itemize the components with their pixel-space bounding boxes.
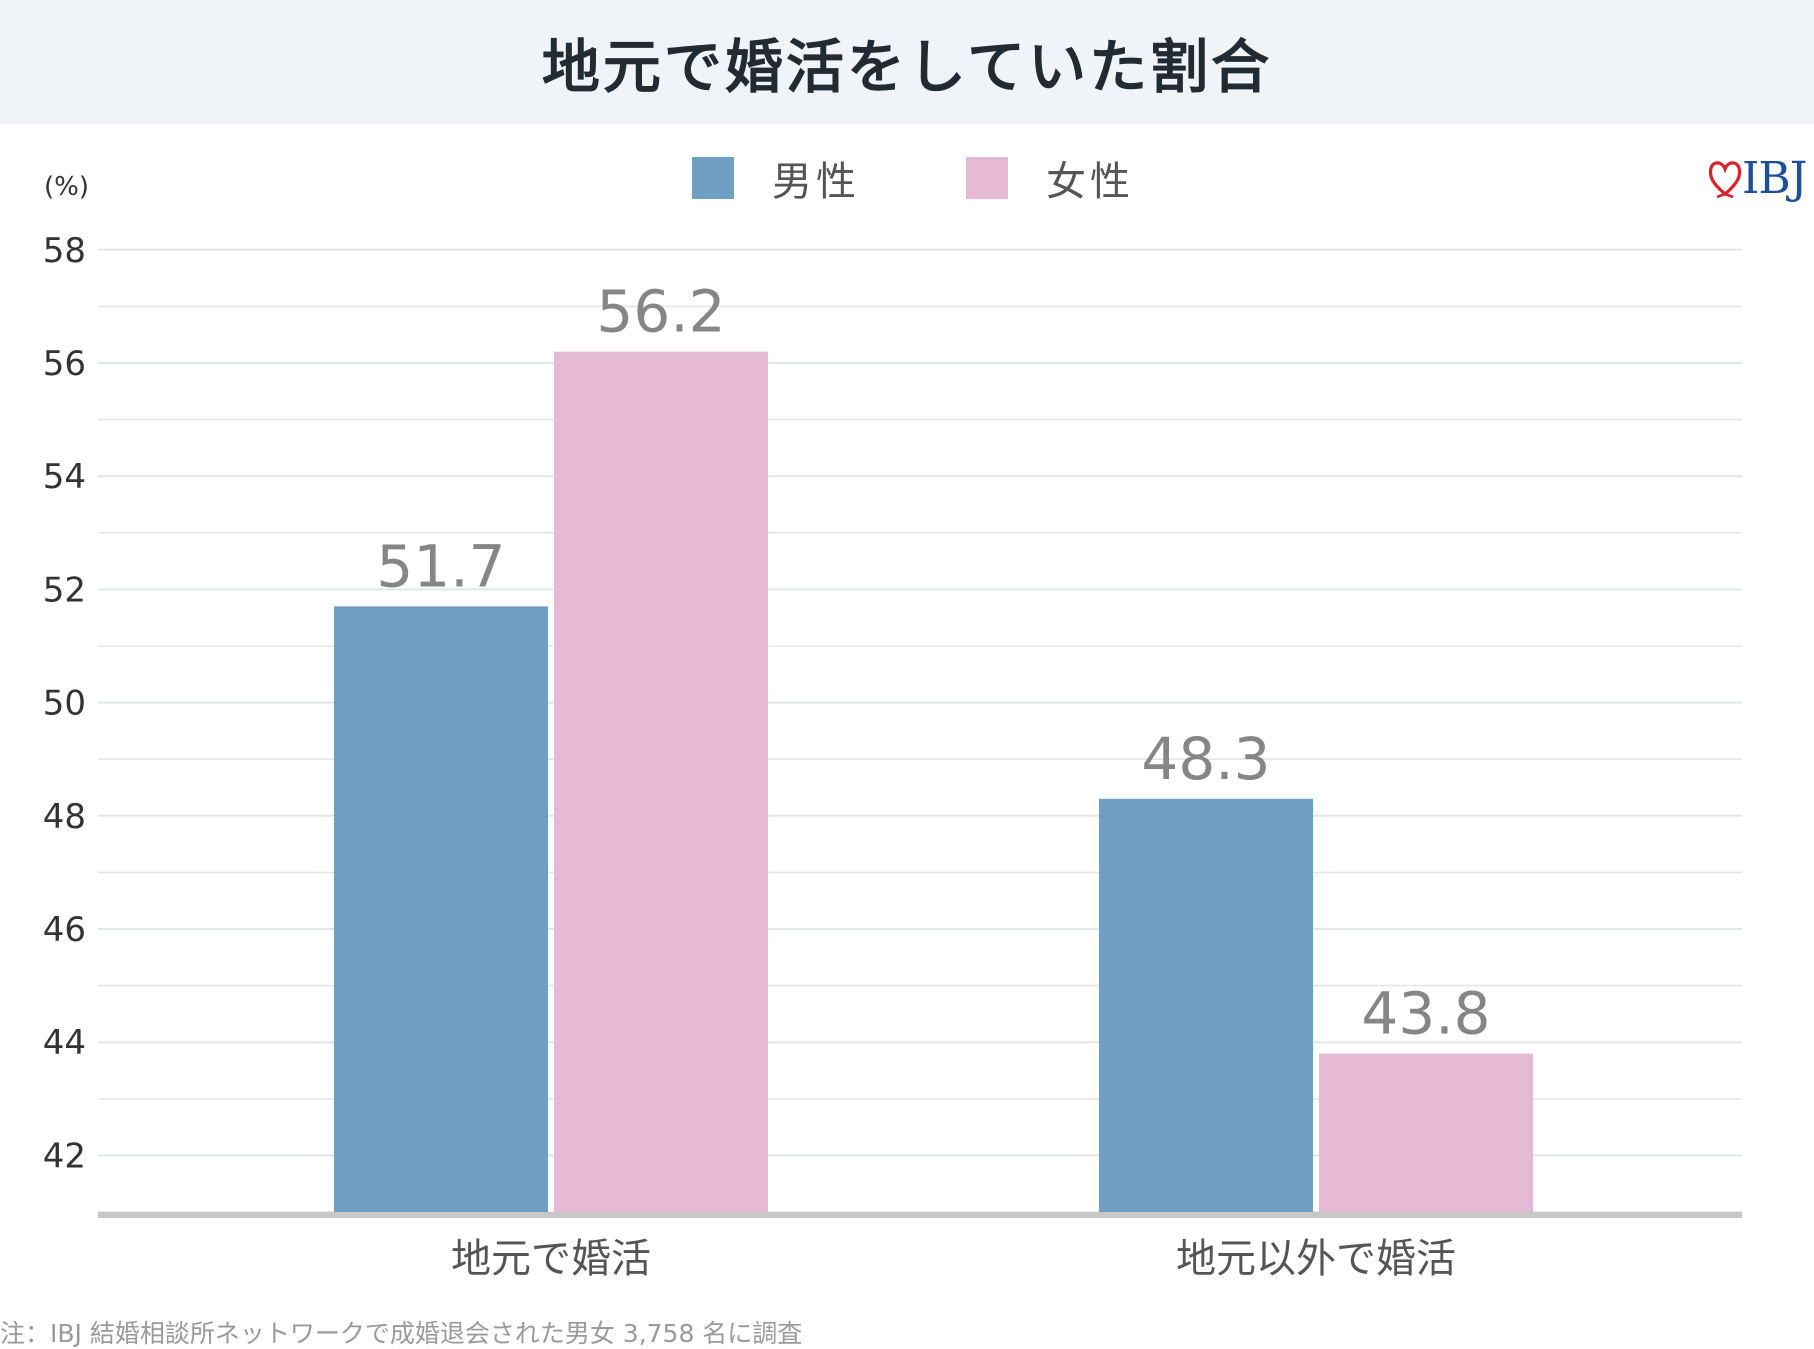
bar-value-label: 51.7 [376,532,505,600]
y-tick-label: 42 [43,1136,86,1176]
legend-swatch-male [692,157,734,199]
legend: 男性 女性 [692,155,1134,205]
y-tick-label: 44 [43,1023,86,1063]
title-bar: 地元で婚活をしていた割合 [0,0,1814,124]
x-category-label: 地元以外で婚活 [1176,1236,1456,1282]
y-tick-label: 50 [43,684,86,724]
x-category-label: 地元で婚活 [451,1236,651,1282]
y-tick-label: 54 [43,457,86,497]
footnote: 注：IBJ 結婚相談所ネットワークで成婚退会された男女 3,758 名に調査 [0,1319,803,1348]
y-tick-label: 52 [43,570,86,610]
logo-text: IBJ [1742,152,1807,204]
bar-value-label: 56.2 [596,278,725,346]
bar [1099,798,1313,1212]
bar-value-label: 48.3 [1141,725,1270,793]
bar [1319,1053,1533,1212]
y-tick-label: 58 [43,231,86,271]
legend-item-female: 女性 [966,149,1134,207]
heart-icon [1708,161,1742,198]
chart-title: 地元で婚活をしていた割合 [541,33,1273,101]
y-tick-label: 48 [43,797,86,837]
legend-swatch-female [966,157,1008,199]
y-tick-label: 46 [43,910,86,950]
y-tick-label: 56 [43,344,86,384]
ibj-logo: IBJ [1708,150,1807,206]
bar-value-label: 43.8 [1361,980,1490,1048]
legend-label-female: 女性 [1046,159,1134,205]
legend-item-male: 男性 [692,149,860,207]
bar [554,351,768,1212]
bar [334,606,548,1212]
y-axis-unit-label: (%) [44,172,89,202]
bar-chart: 42 44 46 48 50 52 54 56 58 51.7 56.2 地元で婚活 48.3 43.8 地… [43,231,1742,1282]
legend-label-male: 男性 [772,159,860,205]
